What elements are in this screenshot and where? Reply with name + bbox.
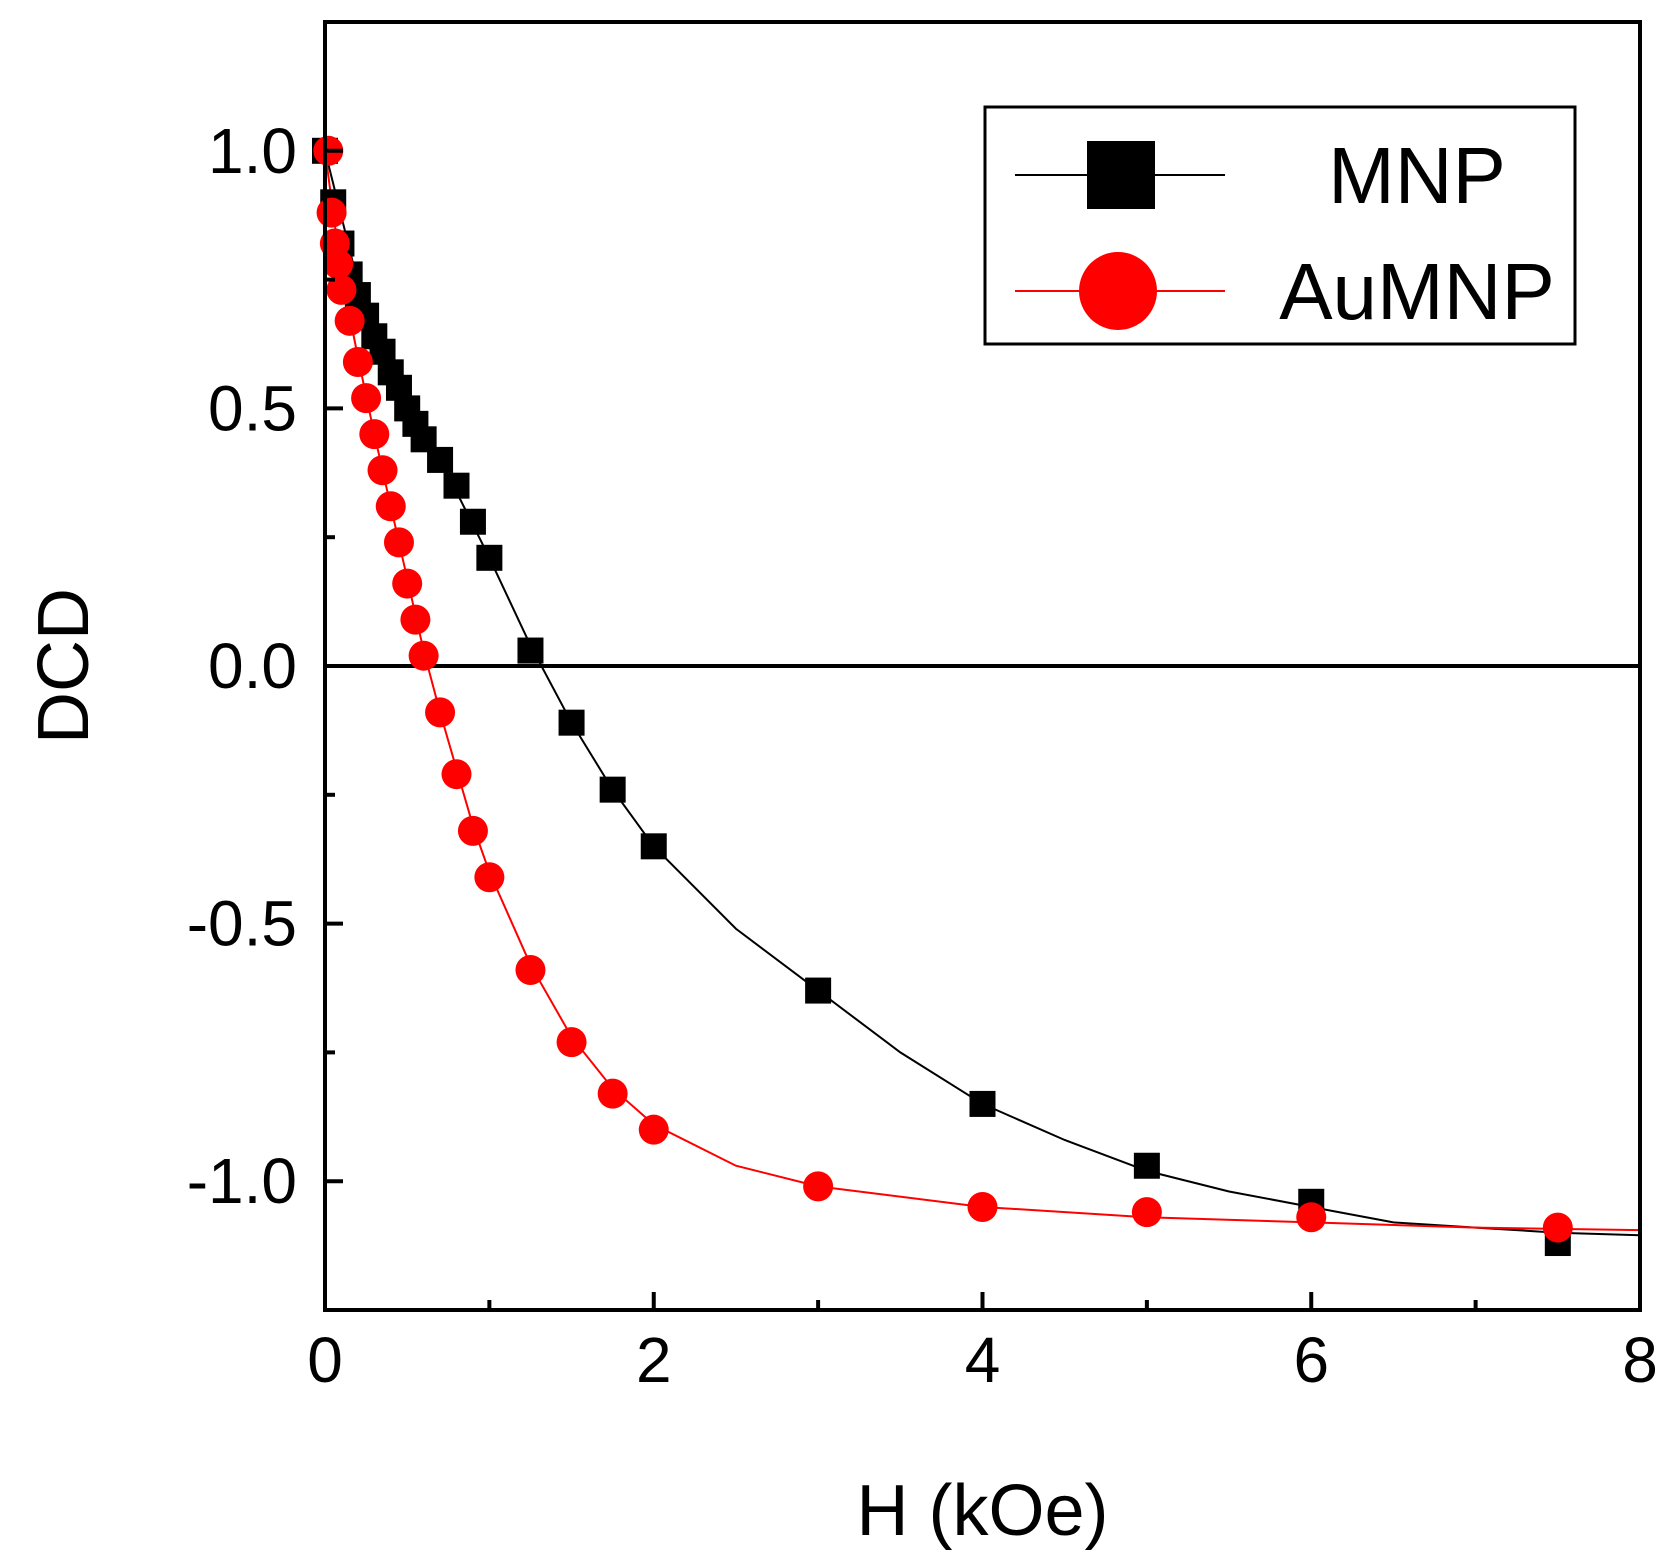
data-point-mnp xyxy=(443,472,470,499)
data-point-mnp xyxy=(476,544,503,571)
data-point-aumnp xyxy=(515,954,546,985)
data-point-aumnp xyxy=(803,1171,834,1202)
x-tick-label: 4 xyxy=(965,1324,1001,1396)
data-point-aumnp xyxy=(326,274,357,305)
data-point-mnp xyxy=(599,776,626,803)
data-point-aumnp xyxy=(359,419,390,450)
data-point-aumnp xyxy=(383,527,414,558)
data-point-aumnp xyxy=(457,815,488,846)
data-point-aumnp xyxy=(334,305,365,336)
data-point-aumnp xyxy=(351,383,382,414)
x-axis-title: H (kOe) xyxy=(857,1471,1109,1551)
data-point-aumnp xyxy=(556,1027,587,1058)
data-point-aumnp xyxy=(441,759,472,790)
data-point-aumnp xyxy=(425,697,456,728)
x-tick-label: 8 xyxy=(1622,1324,1658,1396)
data-point-aumnp xyxy=(375,491,406,522)
data-point-aumnp xyxy=(967,1191,998,1222)
data-point-aumnp xyxy=(1131,1197,1162,1228)
data-point-aumnp xyxy=(638,1114,669,1145)
legend-label-aumnp: AuMNP xyxy=(1279,247,1555,336)
legend-label-mnp: MNP xyxy=(1328,131,1506,220)
data-point-aumnp xyxy=(1542,1212,1573,1243)
axis-tick-labels: 0 2 4 6 8 -1.0 -0.5 0.0 0.5 1.0 xyxy=(187,115,1658,1396)
y-axis-title: DCD xyxy=(24,588,104,744)
y-tick-label: -0.5 xyxy=(187,888,297,960)
x-tick-label: 0 xyxy=(307,1324,343,1396)
data-point-aumnp xyxy=(408,640,439,671)
data-markers xyxy=(312,135,1573,1257)
axis-ticks xyxy=(323,20,1642,1312)
data-point-mnp xyxy=(459,508,486,535)
legend-marker-circle xyxy=(1079,252,1157,330)
data-point-mnp xyxy=(640,833,667,860)
data-point-aumnp xyxy=(1296,1202,1327,1233)
data-point-mnp xyxy=(805,977,832,1004)
y-tick-label: -1.0 xyxy=(187,1145,297,1217)
data-point-aumnp xyxy=(597,1078,628,1109)
data-point-mnp xyxy=(558,709,585,736)
data-point-aumnp xyxy=(474,862,505,893)
legend-marker-square xyxy=(1087,141,1155,209)
data-point-aumnp xyxy=(392,568,423,599)
legend: MNP AuMNP xyxy=(983,105,1577,346)
data-point-aumnp xyxy=(367,455,398,486)
data-point-aumnp xyxy=(342,347,373,378)
y-tick-label: 1.0 xyxy=(208,115,297,187)
y-tick-label: 0.5 xyxy=(208,372,297,444)
data-point-aumnp xyxy=(323,249,354,280)
data-point-mnp xyxy=(427,446,454,473)
x-tick-label: 2 xyxy=(636,1324,672,1396)
data-point-aumnp xyxy=(400,604,431,635)
data-point-aumnp xyxy=(316,197,347,228)
data-point-mnp xyxy=(1133,1152,1160,1179)
data-point-mnp xyxy=(517,637,544,664)
y-tick-label: 0.0 xyxy=(208,630,297,702)
x-tick-label: 6 xyxy=(1293,1324,1329,1396)
data-point-mnp xyxy=(969,1090,996,1117)
